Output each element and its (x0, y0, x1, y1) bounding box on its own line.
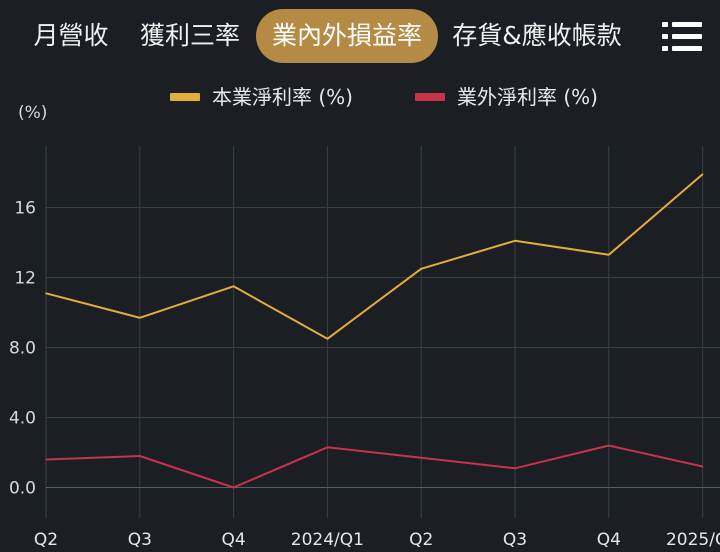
x-tick-label: Q3 (503, 530, 527, 550)
data-point-nonoperating (514, 467, 516, 469)
data-point-nonoperating (233, 487, 235, 489)
y-tick-label: 4.0 (9, 409, 36, 429)
x-tick-label: Q4 (597, 530, 621, 550)
data-point-operating (139, 317, 141, 319)
data-point-operating (233, 285, 235, 287)
data-point-nonoperating (139, 455, 141, 457)
x-tick-label: Q3 (128, 530, 152, 550)
y-tick-label: 8.0 (9, 339, 36, 359)
data-point-operating (702, 173, 704, 175)
data-point-operating (608, 254, 610, 256)
y-tick-label: 16 (14, 199, 36, 219)
data-point-nonoperating (420, 457, 422, 459)
x-tick-label: 2024/Q1 (291, 530, 364, 550)
x-tick-label: 2025/Q1 (666, 530, 720, 550)
data-point-nonoperating (702, 466, 704, 468)
x-tick-label: Q2 (409, 530, 433, 550)
y-tick-label: 12 (14, 269, 36, 289)
x-tick-label: Q2 (34, 530, 58, 550)
data-point-operating (420, 268, 422, 270)
data-point-operating (327, 338, 329, 340)
x-tick-label: Q4 (221, 530, 245, 550)
data-point-operating (45, 292, 47, 294)
data-point-nonoperating (327, 446, 329, 448)
series-line-nonoperating (46, 446, 703, 488)
data-point-nonoperating (45, 459, 47, 461)
y-tick-label: 0.0 (9, 479, 36, 499)
series-line-operating (46, 174, 703, 338)
data-point-operating (514, 240, 516, 242)
data-point-nonoperating (608, 445, 610, 447)
